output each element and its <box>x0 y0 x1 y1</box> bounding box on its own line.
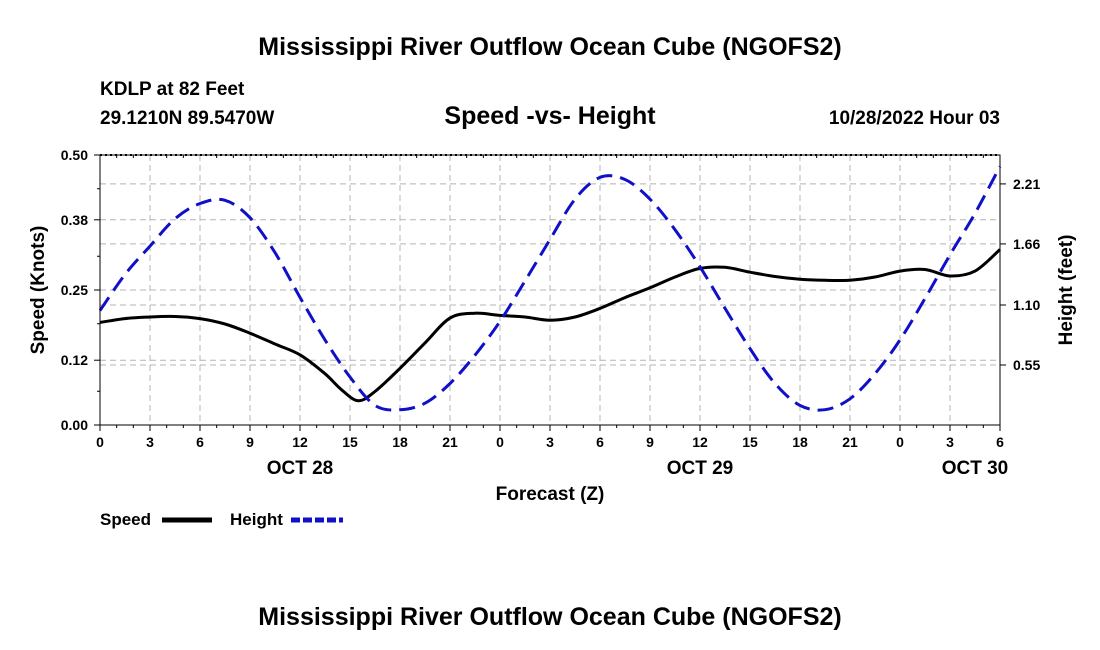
y2-tick-label: 0.55 <box>1013 357 1040 373</box>
y-tick-label: 0.50 <box>61 147 88 163</box>
location-label: 29.1210N 89.5470W <box>100 108 274 129</box>
x-tick-label: 12 <box>692 434 708 450</box>
x-tick-label: 0 <box>96 434 104 450</box>
series-line-height <box>98 165 1002 412</box>
x-tick-label: 9 <box>646 434 654 450</box>
x-tick-label: 6 <box>996 434 1004 450</box>
y2-axis-label: Height (feet) <box>1056 235 1077 346</box>
x-tick-label: 21 <box>442 434 458 450</box>
x-tick-label: 9 <box>246 434 254 450</box>
x-tick-label: 3 <box>946 434 954 450</box>
x-tick-label: 3 <box>546 434 554 450</box>
chart-subtitle: Speed -vs- Height <box>444 102 656 130</box>
x-axis-label: Forecast (Z) <box>496 484 605 505</box>
y2-tick-label: 1.10 <box>1013 297 1040 313</box>
y-tick-label: 0.12 <box>61 352 88 368</box>
x-tick-label: 0 <box>896 434 904 450</box>
legend-speed-label: Speed <box>100 510 151 529</box>
legend: Speed Height <box>100 510 343 529</box>
day-label: OCT 30 <box>942 458 1009 479</box>
y-axis-label: Speed (Knots) <box>28 226 49 355</box>
x-tick-label: 12 <box>292 434 308 450</box>
chart-title: Mississippi River Outflow Ocean Cube (NG… <box>258 33 841 61</box>
y-tick-label: 0.38 <box>61 212 88 228</box>
legend-height-label: Height <box>230 510 283 529</box>
axes: 0 3 6 9 12 15 18 21 0 3 6 9 12 15 18 21 0 3 6 OCT 28 OCT 29 O… <box>61 147 1041 479</box>
x-tick-label: 15 <box>342 434 358 450</box>
x-tick-label: 18 <box>792 434 808 450</box>
station-label: KDLP at 82 Feet <box>100 79 245 100</box>
x-tick-label: 15 <box>742 434 758 450</box>
x-tick-label: 0 <box>496 434 504 450</box>
datetime-label: 10/28/2022 Hour 03 <box>829 108 1000 129</box>
footer-title: Mississippi River Outflow Ocean Cube (NG… <box>258 603 841 631</box>
y-tick-label: 0.00 <box>61 417 88 433</box>
day-label: OCT 28 <box>267 458 334 479</box>
x-tick-label: 3 <box>146 434 154 450</box>
day-label: OCT 29 <box>667 458 734 479</box>
x-tick-label: 6 <box>196 434 204 450</box>
y2-tick-label: 1.66 <box>1013 236 1040 252</box>
x-tick-label: 6 <box>596 434 604 450</box>
gridlines <box>100 155 1000 425</box>
series-group <box>98 165 1002 412</box>
x-tick-label: 18 <box>392 434 408 450</box>
x-tick-label: 21 <box>842 434 858 450</box>
series-line-speed <box>99 248 1002 403</box>
y-tick-label: 0.25 <box>61 282 88 298</box>
y2-tick-label: 2.21 <box>1013 176 1040 192</box>
